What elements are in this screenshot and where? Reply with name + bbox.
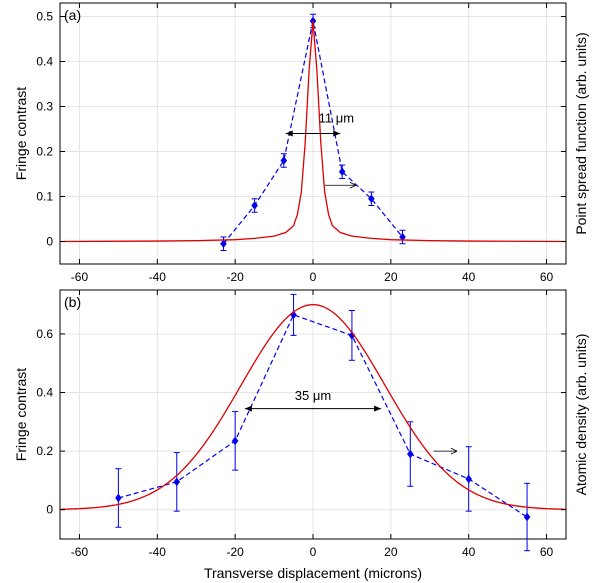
y-tick-label: 0.2 (36, 145, 53, 159)
x-tick-label: -20 (226, 545, 244, 559)
panel-a-right-axis-label: Point spread function (arb. units) (573, 32, 589, 234)
x-tick-label: 0 (310, 270, 317, 284)
data-point (251, 201, 258, 210)
x-tick-label: -40 (149, 270, 167, 284)
arrowhead-right (333, 130, 341, 137)
data-point (368, 194, 375, 204)
y-tick-label: 0.5 (36, 10, 53, 24)
x-tick-label: -60 (71, 545, 89, 559)
panel-a-grid (60, 3, 566, 264)
panel-b-series (59, 293, 567, 552)
y-tick-label: 0.4 (36, 386, 53, 400)
y-tick-label: 0.3 (36, 100, 53, 114)
x-tick-label: -60 (71, 270, 89, 284)
width-label: 35 μm (295, 388, 331, 403)
data-point (280, 156, 288, 165)
y-tick-label: 0 (46, 235, 53, 249)
axis-pointer-arrowhead (450, 447, 458, 455)
y-tick-label: 0 (46, 503, 53, 517)
panel-b-label: (b) (64, 294, 81, 310)
data-point (231, 436, 239, 446)
x-tick-label: 60 (540, 545, 554, 559)
width-label: 11 μm (319, 110, 354, 125)
x-tick-label: 20 (384, 545, 398, 559)
panel-a-ticks: -60 -40 -20 0 20 40 60 0 0.1 0.2 0.3 0.4 0.5 (36, 3, 566, 284)
x-tick-label: -40 (149, 545, 167, 559)
x-tick-label: 40 (462, 545, 476, 559)
panel-b-ticks: -60 -40 -20 0 20 40 60 0 0.2 0.4 0.6 (36, 290, 566, 559)
panel-a-series (59, 13, 567, 251)
y-tick-label: 0.1 (36, 190, 53, 204)
x-tick-label: 20 (384, 270, 398, 284)
data-point (115, 493, 122, 503)
y-tick-label: 0.4 (36, 55, 53, 69)
x-tick-label: 60 (540, 270, 554, 284)
data-point (523, 512, 531, 522)
x-tick-label: 0 (310, 545, 317, 559)
panel-b: 35 μm -60 -40 -20 0 20 40 60 0 0.2 0.4 0.6 (b) Fri… (13, 289, 589, 581)
y-tick-label: 0.2 (36, 444, 53, 458)
panel-a-label: (a) (64, 7, 81, 23)
panel-a-annotations: 11 μm (285, 110, 356, 189)
data-point (399, 232, 406, 242)
arrowhead-right (374, 405, 382, 412)
psf-curve (59, 20, 567, 243)
data-point (338, 167, 346, 177)
density-curve (59, 303, 567, 510)
x-axis-label: Transverse displacement (microns) (204, 565, 422, 581)
data-point (406, 449, 414, 459)
y-tick-label: 0.6 (36, 327, 53, 341)
data-point (465, 474, 473, 484)
data-point (220, 239, 227, 249)
data-point (348, 330, 356, 340)
data-point (173, 477, 181, 487)
arrowhead-left (244, 405, 252, 412)
arrowhead-left (285, 130, 293, 137)
contrast-dashed-line (118, 314, 528, 518)
panel-a-y-axis-label: Fringe contrast (13, 87, 29, 180)
x-tick-label: -20 (226, 270, 244, 284)
panel-b-right-axis-label: Atomic density (arb. units) (573, 334, 589, 496)
panel-a: 11 μm -60 -40 -20 0 20 40 60 0 0.1 0.2 0.3 0.4 0.5 (… (13, 2, 589, 284)
panel-b-y-axis-label: Fringe contrast (13, 368, 29, 461)
panel-b-annotations: 35 μm (244, 388, 458, 455)
x-tick-label: 40 (462, 270, 476, 284)
axis-pointer-arrowhead (349, 181, 356, 189)
